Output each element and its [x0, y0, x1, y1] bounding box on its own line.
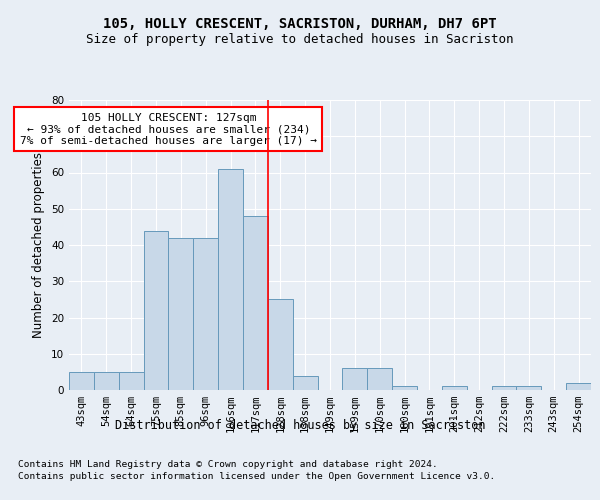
Bar — [218, 169, 243, 390]
Bar — [119, 372, 143, 390]
Text: Contains public sector information licensed under the Open Government Licence v3: Contains public sector information licen… — [18, 472, 495, 481]
Bar — [193, 238, 218, 390]
Text: Distribution of detached houses by size in Sacriston: Distribution of detached houses by size … — [115, 420, 485, 432]
Bar — [566, 383, 591, 390]
Bar — [491, 386, 517, 390]
Text: 105, HOLLY CRESCENT, SACRISTON, DURHAM, DH7 6PT: 105, HOLLY CRESCENT, SACRISTON, DURHAM, … — [103, 18, 497, 32]
Bar — [69, 372, 94, 390]
Bar — [517, 386, 541, 390]
Text: Size of property relative to detached houses in Sacriston: Size of property relative to detached ho… — [86, 32, 514, 46]
Bar — [442, 386, 467, 390]
Bar — [169, 238, 193, 390]
Bar — [343, 368, 367, 390]
Bar — [243, 216, 268, 390]
Text: Contains HM Land Registry data © Crown copyright and database right 2024.: Contains HM Land Registry data © Crown c… — [18, 460, 438, 469]
Bar — [293, 376, 317, 390]
Bar — [94, 372, 119, 390]
Y-axis label: Number of detached properties: Number of detached properties — [32, 152, 46, 338]
Bar — [143, 230, 169, 390]
Text: 105 HOLLY CRESCENT: 127sqm
← 93% of detached houses are smaller (234)
7% of semi: 105 HOLLY CRESCENT: 127sqm ← 93% of deta… — [20, 112, 317, 146]
Bar — [367, 368, 392, 390]
Bar — [268, 300, 293, 390]
Bar — [392, 386, 417, 390]
